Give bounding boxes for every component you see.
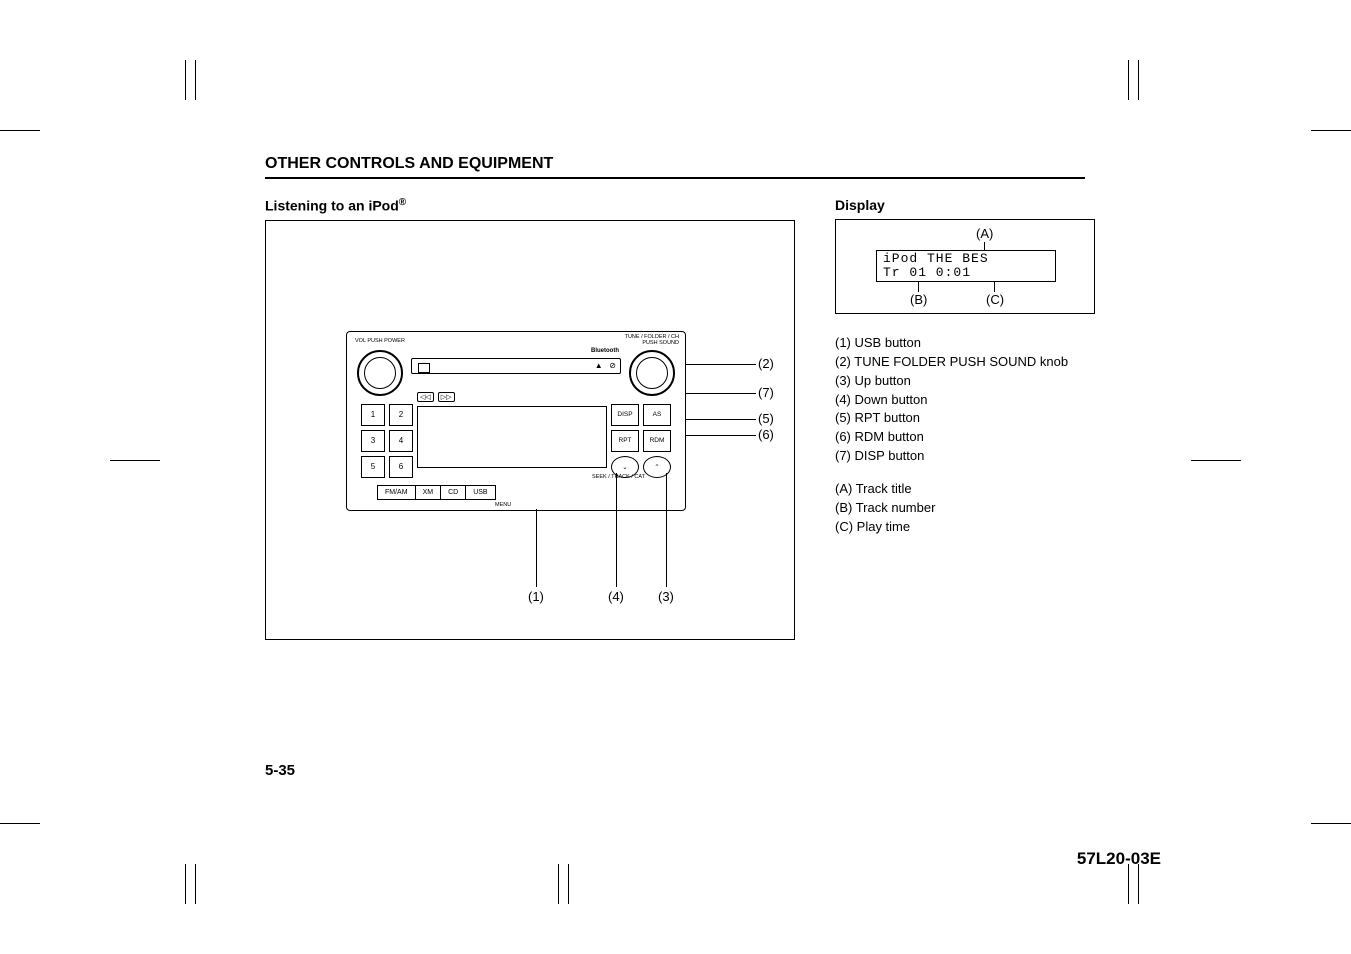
leader-line xyxy=(686,364,756,365)
section-title: OTHER CONTROLS AND EQUIPMENT xyxy=(265,155,1085,179)
leader-line xyxy=(984,242,985,250)
display-callout-b: (B) xyxy=(910,292,927,307)
crop-mark xyxy=(1191,460,1241,461)
legend-item: (7) DISP button xyxy=(835,447,1095,466)
ff-icon: ▷▷ xyxy=(438,392,455,402)
leader-line xyxy=(616,473,617,587)
preset-buttons: 1 2 3 4 5 6 xyxy=(361,404,413,478)
legend-item: (3) Up button xyxy=(835,372,1095,391)
mute-icon: ⊘ xyxy=(609,361,616,370)
crop-mark xyxy=(1138,60,1139,100)
display-heading: Display xyxy=(835,197,1095,213)
crop-mark xyxy=(568,864,569,904)
callout-7: (7) xyxy=(758,385,774,400)
lcd-line-2: Tr 01 0:01 xyxy=(883,266,1055,280)
radio-chassis: VOL PUSH POWER TUNE / FOLDER / CH PUSH S… xyxy=(346,331,686,511)
legend-item: (1) USB button xyxy=(835,334,1095,353)
legend-item: (6) RDM button xyxy=(835,428,1095,447)
leader-line xyxy=(686,435,756,436)
mode-xm: XM xyxy=(416,485,442,500)
subheading-sup: ® xyxy=(399,197,406,208)
display-illustration: (A) iPod THE BES Tr 01 0:01 (B) (C) xyxy=(835,219,1095,314)
crop-mark xyxy=(0,130,40,131)
document-id: 57L20-03E xyxy=(1077,849,1161,869)
rew-icon: ◁◁ xyxy=(417,392,434,402)
legend-numbered: (1) USB button (2) TUNE FOLDER PUSH SOUN… xyxy=(835,334,1095,466)
callout-1: (1) xyxy=(528,589,544,604)
leader-line xyxy=(666,473,667,587)
radio-illustration: VOL PUSH POWER TUNE / FOLDER / CH PUSH S… xyxy=(265,220,795,640)
leader-line xyxy=(994,282,995,292)
crop-mark xyxy=(1138,864,1139,904)
leader-line xyxy=(686,419,756,420)
preset-2: 2 xyxy=(389,404,413,426)
eject-icon: ▲ xyxy=(595,361,603,370)
display-callout-a: (A) xyxy=(976,226,993,241)
crop-mark xyxy=(185,864,186,904)
disp-button: DISP xyxy=(611,404,639,426)
display-callout-c: (C) xyxy=(986,292,1004,307)
right-buttons: DISP AS RPT RDM ⌄ ⌃ xyxy=(611,404,671,478)
crop-mark xyxy=(1128,864,1129,904)
crop-mark xyxy=(558,864,559,904)
rpt-button: RPT xyxy=(611,430,639,452)
tune-sound-label: TUNE / FOLDER / CH PUSH SOUND xyxy=(625,334,679,346)
crop-mark xyxy=(195,864,196,904)
legend-item: (2) TUNE FOLDER PUSH SOUND knob xyxy=(835,353,1095,372)
subheading-text: Listening to an iPod xyxy=(265,198,399,214)
leader-line xyxy=(686,393,756,394)
seek-track-label: SEEK / TRACK / CAT xyxy=(592,474,645,480)
mini-transport-icons: ◁◁ ▷▷ xyxy=(417,392,457,402)
preset-4: 4 xyxy=(389,430,413,452)
lcd-panel-frame xyxy=(417,406,607,468)
legend-item: (B) Track number xyxy=(835,499,1095,518)
preset-1: 1 xyxy=(361,404,385,426)
callout-6: (6) xyxy=(758,427,774,442)
crop-mark xyxy=(185,60,186,100)
preset-3: 3 xyxy=(361,430,385,452)
cd-slot: ▲ ⊘ xyxy=(411,358,621,374)
lcd-readout: iPod THE BES Tr 01 0:01 xyxy=(876,250,1056,282)
leader-line xyxy=(536,509,537,587)
mode-cd: CD xyxy=(441,485,466,500)
callout-4: (4) xyxy=(608,589,624,604)
as-button: AS xyxy=(643,404,671,426)
preset-6: 6 xyxy=(389,456,413,478)
crop-mark xyxy=(0,823,40,824)
callout-2: (2) xyxy=(758,356,774,371)
leader-line xyxy=(918,282,919,292)
subheading: Listening to an iPod® xyxy=(265,197,795,214)
tune-label-2: PUSH SOUND xyxy=(625,340,679,346)
legend-lettered: (A) Track title (B) Track number (C) Pla… xyxy=(835,480,1095,537)
crop-mark xyxy=(110,460,160,461)
lcd-line-1: iPod THE BES xyxy=(883,252,1055,266)
crop-mark xyxy=(1128,60,1129,100)
preset-5: 5 xyxy=(361,456,385,478)
bluetooth-label: Bluetooth xyxy=(591,348,619,354)
crop-mark xyxy=(195,60,196,100)
callout-3: (3) xyxy=(658,589,674,604)
tune-knob xyxy=(629,350,675,396)
tune-label-1: TUNE / FOLDER / CH xyxy=(625,334,679,340)
legend-item: (4) Down button xyxy=(835,391,1095,410)
crop-mark xyxy=(1311,130,1351,131)
cd-slot-icons: ▲ ⊘ xyxy=(595,361,616,370)
mode-fmam: FM/AM xyxy=(377,485,416,500)
crop-mark xyxy=(1311,823,1351,824)
volume-knob xyxy=(357,350,403,396)
legend-item: (A) Track title xyxy=(835,480,1095,499)
mode-buttons: FM/AM XM CD USB xyxy=(377,485,496,500)
menu-label: MENU xyxy=(495,502,511,508)
callout-5: (5) xyxy=(758,411,774,426)
legend-item: (5) RPT button xyxy=(835,409,1095,428)
page-number: 5-35 xyxy=(265,762,295,779)
rdm-button: RDM xyxy=(643,430,671,452)
vol-power-label: VOL PUSH POWER xyxy=(355,338,405,344)
mode-usb: USB xyxy=(466,485,495,500)
legend-item: (C) Play time xyxy=(835,518,1095,537)
